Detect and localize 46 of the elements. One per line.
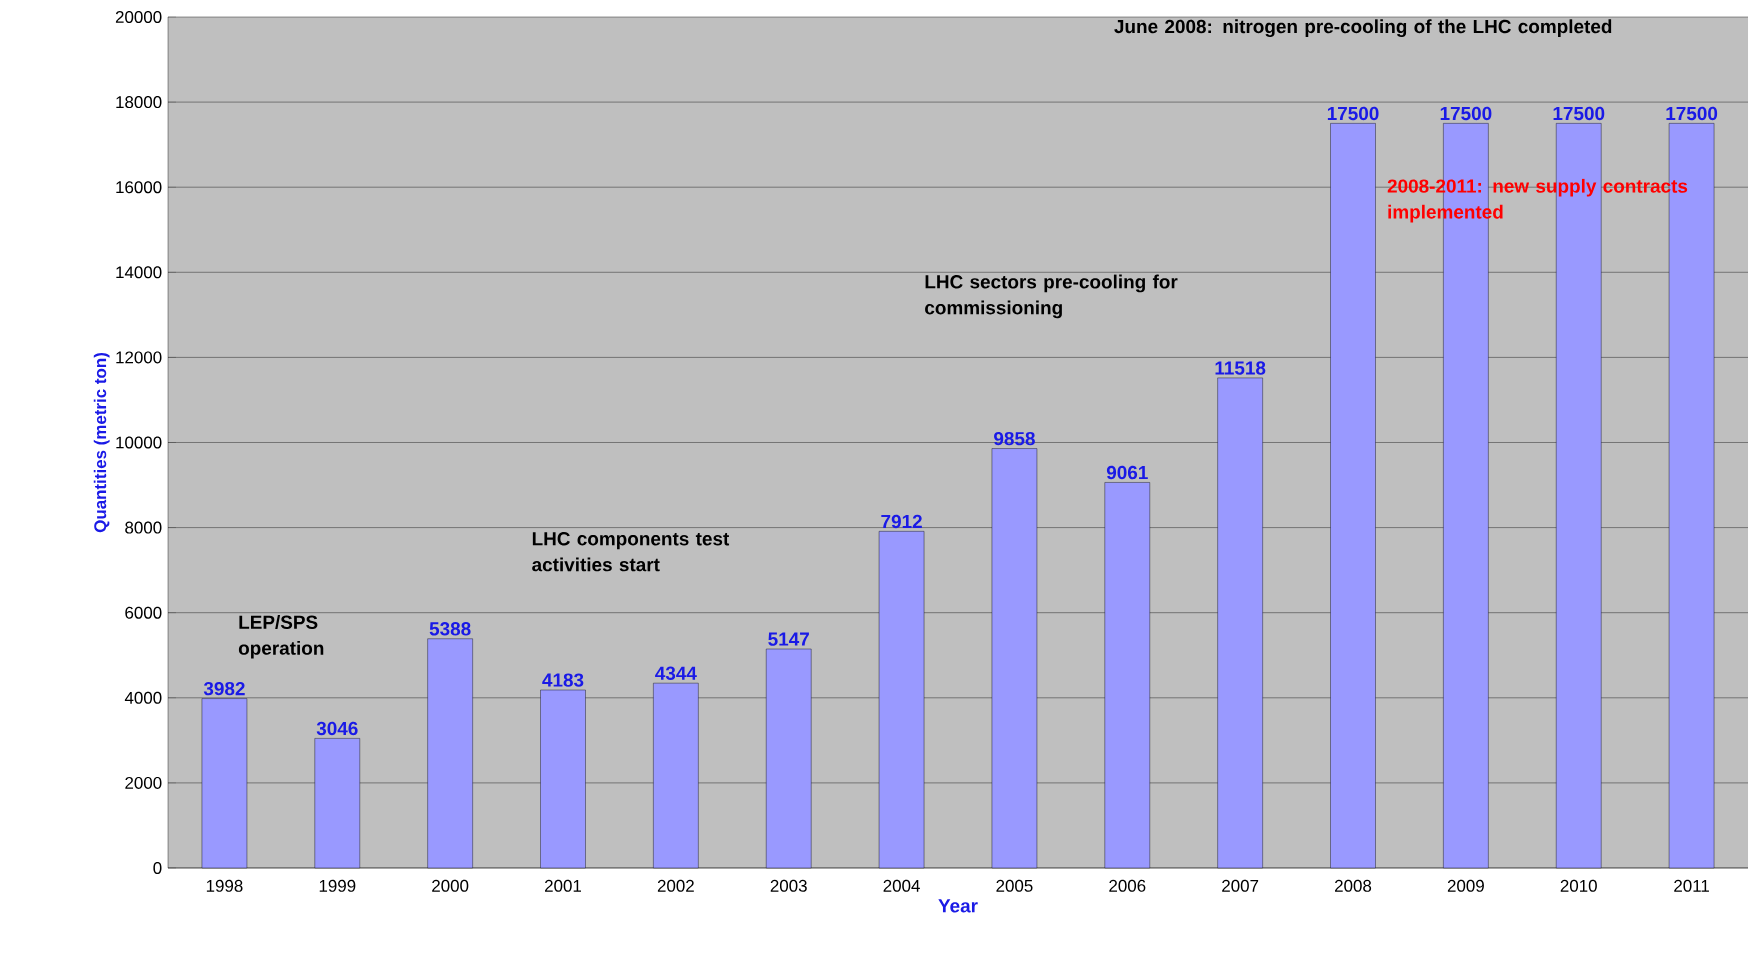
data-label: 5388 — [429, 622, 471, 636]
y-tick-label: 4000 — [124, 691, 162, 704]
x-tick-label: 2002 — [657, 879, 694, 892]
y-tick-label: 8000 — [125, 521, 162, 534]
data-label: 5147 — [768, 632, 809, 646]
x-axis-title: Year — [938, 899, 978, 913]
y-tick-label: 10000 — [116, 436, 162, 449]
y-tick-label: 12000 — [116, 351, 162, 364]
x-tick-label: 2007 — [1222, 879, 1259, 892]
x-tick-label: 2006 — [1109, 879, 1146, 892]
x-tick-label: 2004 — [883, 879, 920, 892]
x-tick-label: 1999 — [319, 879, 356, 892]
annotation: LHC components test activities start — [532, 532, 730, 572]
x-tick-label: 2001 — [545, 879, 582, 892]
data-label: 3046 — [316, 721, 358, 736]
y-tick-label: 14000 — [116, 266, 162, 279]
x-tick-label: 2010 — [1560, 879, 1597, 892]
y-tick-label: 6000 — [125, 606, 162, 619]
annotation: June 2008: nitrogen pre-cooling of the LHC completed — [1114, 19, 1612, 38]
data-label: 3982 — [203, 681, 245, 696]
x-tick-label: 2009 — [1447, 879, 1484, 892]
x-tick-label: 2008 — [1335, 879, 1372, 892]
data-label: 17500 — [1327, 106, 1379, 121]
annotation: 2008-2011: new supply contracts implemented — [1387, 178, 1688, 223]
data-label: 17500 — [1440, 106, 1492, 121]
y-tick-label: 2000 — [125, 776, 162, 789]
annotation: LHC sectors pre-cooling for commissioning — [925, 274, 1178, 319]
data-label: 4183 — [542, 673, 584, 687]
data-label: 9061 — [1106, 465, 1148, 480]
y-tick-label: 16000 — [116, 181, 162, 194]
data-label: 17500 — [1553, 106, 1605, 121]
data-label: 17500 — [1666, 106, 1718, 121]
y-tick-label: 0 — [153, 862, 162, 874]
x-tick-label: 1998 — [206, 879, 243, 892]
data-label: 11518 — [1215, 361, 1266, 375]
x-tick-label: 2011 — [1674, 879, 1709, 892]
y-tick-label: 20000 — [115, 10, 162, 23]
data-label: 9858 — [994, 431, 1035, 446]
data-label: 7912 — [881, 514, 922, 529]
x-tick-label: 2005 — [996, 879, 1033, 892]
y-tick-label: 18000 — [116, 96, 162, 109]
y-axis-title: Quantities (metric ton) — [93, 353, 110, 533]
data-label: 4344 — [655, 666, 697, 680]
annotation: LEP/SPS operation — [238, 615, 324, 659]
x-tick-label: 2003 — [770, 879, 807, 892]
x-tick-label: 2000 — [432, 879, 469, 892]
